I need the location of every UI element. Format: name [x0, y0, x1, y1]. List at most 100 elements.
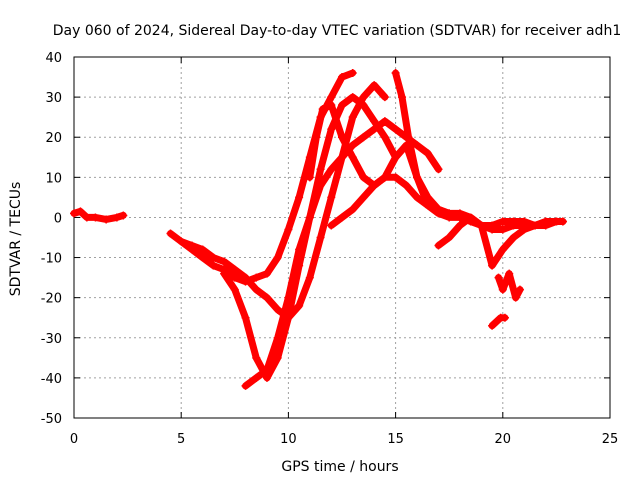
- plot-frame: [73, 56, 611, 419]
- data-point: [119, 211, 128, 220]
- series-arc-11: [494, 269, 524, 302]
- data-point: [445, 213, 454, 222]
- series-line: [177, 81, 389, 322]
- data-point: [509, 221, 518, 230]
- data-point: [262, 373, 271, 382]
- data-point: [327, 101, 336, 110]
- data-point: [455, 213, 464, 222]
- data-point: [488, 321, 497, 330]
- x-tick-label: 15: [387, 432, 404, 447]
- data-point: [348, 113, 357, 122]
- series-arc-1: [70, 207, 128, 224]
- data-point: [316, 165, 325, 174]
- data-point: [241, 313, 250, 322]
- data-point: [391, 173, 400, 182]
- data-point: [327, 193, 336, 202]
- data-point: [209, 253, 218, 262]
- data-point: [91, 213, 100, 222]
- data-point: [370, 181, 379, 190]
- data-point: [500, 313, 509, 322]
- x-axis-label: GPS time / hours: [281, 459, 398, 475]
- data-point: [198, 253, 207, 262]
- data-point: [252, 353, 261, 362]
- data-point: [295, 301, 304, 310]
- data-point: [509, 233, 518, 242]
- data-point: [252, 285, 261, 294]
- data-point: [305, 273, 314, 282]
- y-tick-label: 0: [54, 211, 62, 226]
- data-point: [230, 285, 239, 294]
- data-point: [209, 261, 218, 270]
- data-point: [498, 245, 507, 254]
- data-point: [380, 117, 389, 126]
- series-line: [220, 93, 400, 382]
- data-point: [558, 217, 567, 226]
- data-point: [498, 285, 507, 294]
- data-point: [273, 253, 282, 262]
- data-point: [230, 273, 239, 282]
- data-point: [488, 261, 497, 270]
- data-point: [273, 305, 282, 314]
- data-point: [252, 373, 261, 382]
- data-point: [348, 93, 357, 102]
- x-tick-label: 20: [495, 432, 512, 447]
- data-point: [413, 141, 422, 150]
- series-arc-8: [391, 69, 567, 234]
- data-point: [530, 221, 539, 230]
- data-point: [252, 273, 261, 282]
- data-point: [380, 93, 389, 102]
- data-point: [494, 273, 503, 282]
- data-point: [404, 133, 413, 142]
- data-point: [455, 221, 464, 230]
- data-point: [413, 173, 422, 182]
- data-point: [359, 101, 368, 110]
- data-point: [220, 269, 229, 278]
- data-point: [102, 215, 111, 224]
- data-point: [348, 69, 357, 78]
- chart-title: Day 060 of 2024, Sidereal Day-to-day VTE…: [53, 23, 621, 39]
- data-point: [492, 317, 501, 326]
- x-tick-label: 5: [177, 432, 185, 447]
- data-point: [488, 225, 497, 234]
- data-point: [423, 201, 432, 210]
- y-tick-label: 40: [45, 51, 62, 66]
- data-point: [220, 257, 229, 266]
- y-axis-label: SDTVAR / TECUs: [8, 182, 24, 297]
- data-point: [370, 81, 379, 90]
- data-point: [327, 165, 336, 174]
- y-tick-label: -50: [41, 412, 62, 427]
- data-point: [398, 93, 407, 102]
- data-point: [380, 133, 389, 142]
- data-point: [305, 213, 314, 222]
- data-point: [295, 193, 304, 202]
- data-point: [327, 125, 336, 134]
- data-point: [391, 69, 400, 78]
- data-point: [434, 165, 443, 174]
- data-point: [359, 93, 368, 102]
- data-point: [316, 233, 325, 242]
- data-point: [477, 221, 486, 230]
- data-point: [423, 149, 432, 158]
- data-point: [498, 225, 507, 234]
- y-tick-label: 20: [45, 131, 62, 146]
- data-point: [273, 353, 282, 362]
- data-point: [391, 153, 400, 162]
- data-point: [76, 207, 85, 216]
- data-point: [241, 273, 250, 282]
- data-point: [187, 241, 196, 250]
- data-point: [541, 217, 550, 226]
- data-point: [338, 101, 346, 110]
- data-point: [112, 213, 121, 222]
- data-point: [413, 193, 422, 202]
- data-point: [370, 117, 379, 126]
- data-point: [177, 237, 186, 246]
- data-point: [338, 213, 346, 222]
- data-point: [515, 285, 524, 294]
- x-tick-label: 25: [602, 432, 619, 447]
- y-tick-label: -40: [41, 372, 62, 387]
- x-tick-label: 0: [70, 432, 78, 447]
- data-point: [466, 213, 475, 222]
- data-point: [262, 293, 271, 302]
- data-point: [316, 181, 325, 190]
